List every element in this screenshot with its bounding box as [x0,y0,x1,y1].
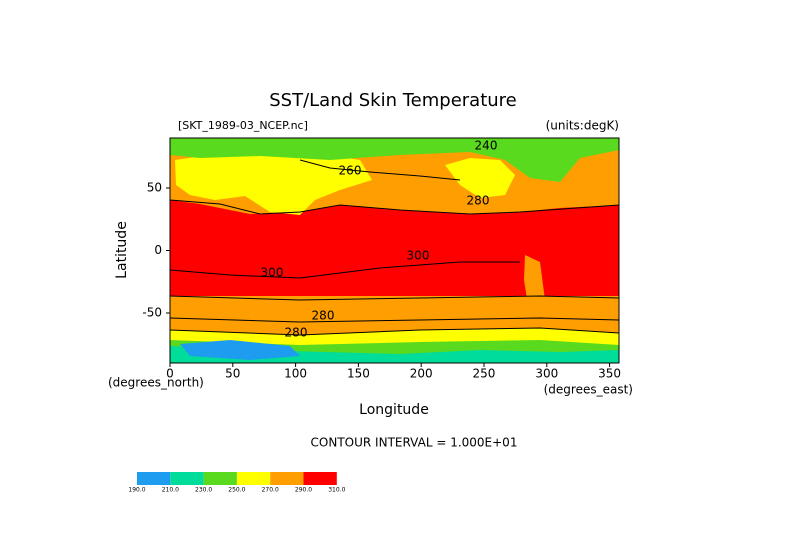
x-tick-label: 300 [535,367,558,381]
x-tick-label: 0 [166,367,174,381]
y-units: (degrees_north) [108,376,204,390]
y-tick-label: 0 [154,243,162,257]
region-fill [180,340,300,360]
y-tick-label: 50 [147,181,162,195]
colorbar-box [303,472,337,485]
region-fill [445,158,515,198]
colorbar-box [270,472,304,485]
chart-title: SST/Land Skin Temperature [269,90,517,111]
contour-label: 240 [475,139,498,153]
x-tick-label: 150 [347,367,370,381]
contour-labels: 240 260 280 300 300 280 280 [261,139,498,340]
colorbar-box [203,472,237,485]
contour-label: 300 [407,249,430,263]
colorbar-label: 230.0 [195,487,212,494]
y-axis-label: Latitude [114,221,130,279]
colorbar-label: 290.0 [295,487,312,494]
colorbar-label: 270.0 [262,487,279,494]
x-tick-label: 350 [598,367,621,381]
contour-label: 280 [285,326,308,340]
y-tick-label: -50 [142,306,162,320]
region-fill [170,346,619,363]
region-fill [170,138,619,182]
x-tick-label: 100 [284,367,307,381]
colorbar-label: 250.0 [228,487,245,494]
file-label: [SKT_1989-03_NCEP.nc] [178,119,308,132]
colorbar-label: 190.0 [128,487,145,494]
colorbar-label: 310.0 [328,487,345,494]
colorbar-box [170,472,204,485]
x-tick-label: 200 [410,367,433,381]
x-units: (degrees_east) [544,383,633,397]
units-label: (units:degK) [546,119,619,133]
colorbar-box [137,472,171,485]
map-fill [170,138,619,363]
colorbar-label: 210.0 [162,487,179,494]
colorbar-box [236,472,271,485]
x-axis-label: Longitude [359,402,429,418]
contour-label: 280 [312,309,335,323]
contour-lines [170,159,619,336]
contour-interval: CONTOUR INTERVAL = 1.000E+01 [311,436,518,450]
contour-label: 260 [339,164,362,178]
contour-label: 280 [467,194,490,208]
contour-label: 300 [261,266,284,280]
x-tick-label: 50 [225,367,240,381]
x-tick-label: 250 [473,367,496,381]
